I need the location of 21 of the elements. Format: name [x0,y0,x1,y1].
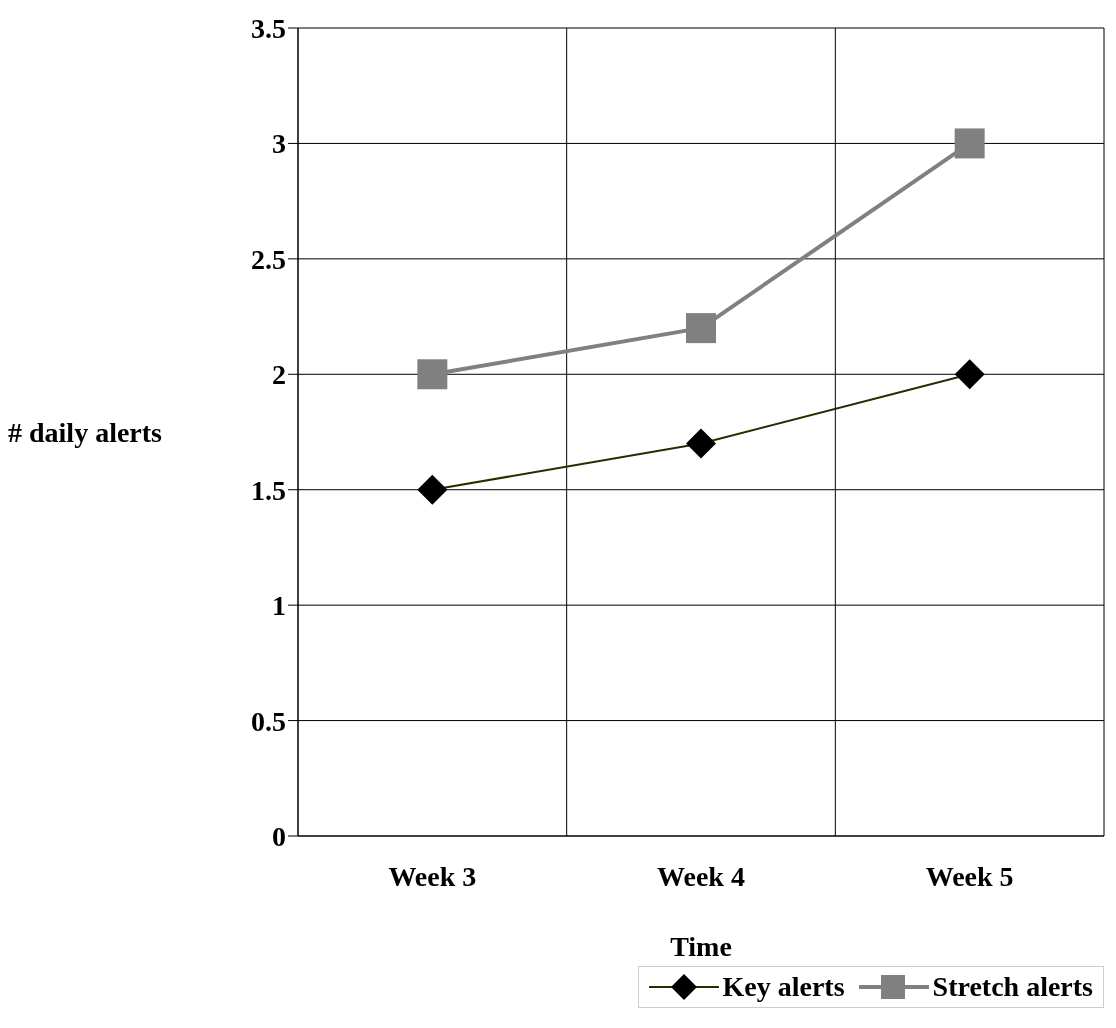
x-tick-label: Week 3 [388,860,477,892]
y-axis-title: # daily alerts [8,416,163,448]
y-tick-label: 1 [272,590,286,622]
point [686,313,716,344]
point [417,359,448,390]
y-tick-label: 2 [272,359,286,391]
legend-label: Stretch alerts [932,971,1093,1003]
y-tick-label: 1.5 [251,474,286,506]
y-tick-label: 3.5 [251,12,286,44]
y-tick-label: 0 [272,820,286,852]
y-tick-label: 0.5 [251,705,286,737]
point [686,428,716,459]
point [417,474,448,505]
legend-label: Key alerts [722,971,845,1003]
y-tick-label: 2.5 [251,243,286,275]
y-tick-label: 3 [272,128,286,160]
x-tick-label: Week 4 [657,860,745,892]
point [954,359,985,390]
x-tick-label: Week 5 [925,860,1014,892]
point [954,128,985,159]
x-axis-title: Time [670,931,732,962]
